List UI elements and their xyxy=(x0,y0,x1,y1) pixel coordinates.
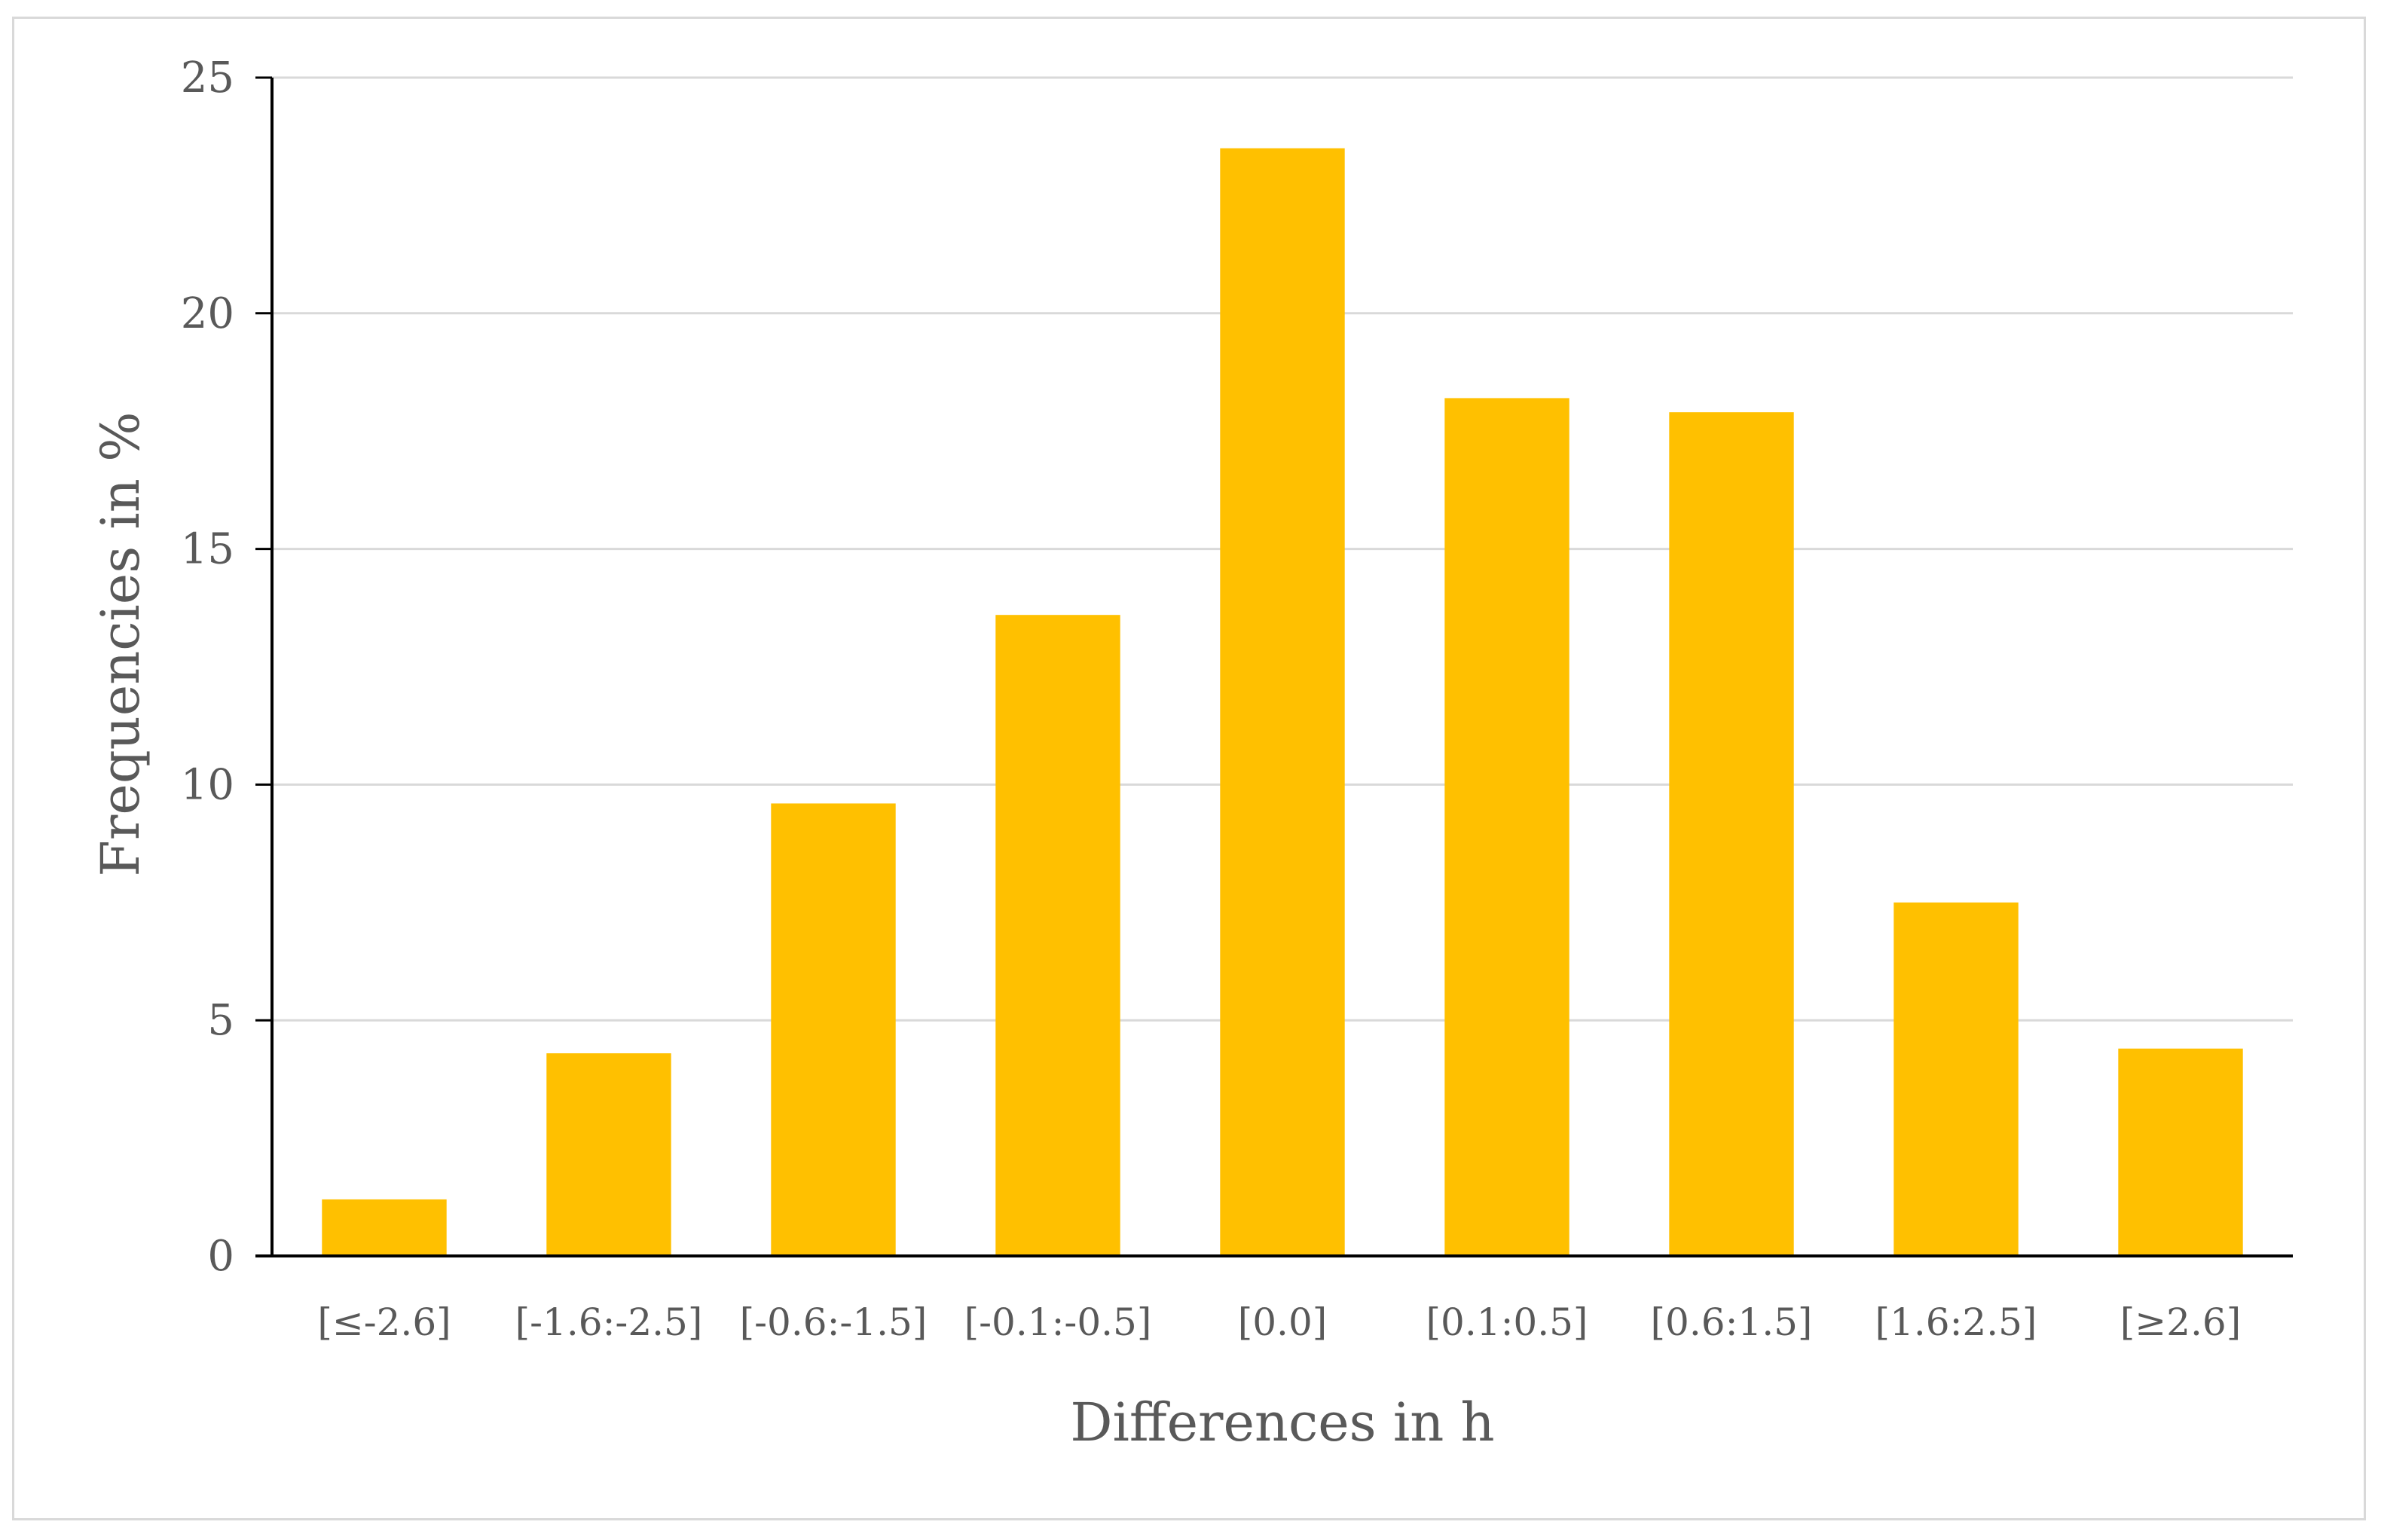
bar xyxy=(1220,148,1345,1257)
y-tick-label: 5 xyxy=(207,996,234,1045)
bar xyxy=(1669,412,1794,1256)
x-tick-label: [0.6:1.5] xyxy=(1651,1300,1813,1344)
bar xyxy=(771,803,896,1256)
x-tick-label: [0.1:0.5] xyxy=(1426,1300,1588,1344)
bar xyxy=(2118,1048,2243,1256)
y-tick-labels: 0 5 10 15 20 25 xyxy=(181,53,234,1281)
bar xyxy=(546,1053,671,1256)
y-tick-label: 25 xyxy=(181,53,234,102)
x-tick-label: [-0.1:-0.5] xyxy=(964,1300,1152,1344)
y-tick-label: 15 xyxy=(181,525,234,574)
bar-chart: 0 5 10 15 20 25 [≤-2.6] [-1.6:-2.5] [-0.6:-1.5]… xyxy=(90,53,2293,1453)
x-tick-label: [0.0] xyxy=(1238,1300,1328,1344)
x-tick-label: [≤-2.6] xyxy=(317,1300,451,1344)
x-tick-label: [1.6:2.5] xyxy=(1875,1300,2037,1344)
x-tick-labels: [≤-2.6] [-1.6:-2.5] [-0.6:-1.5] [-0.1:-0.5]… xyxy=(317,1300,2241,1344)
y-tick-label: 0 xyxy=(207,1232,234,1281)
y-axis-title: Frequencies in % xyxy=(90,411,151,876)
x-tick-label: [≥2.6] xyxy=(2120,1300,2241,1344)
bar xyxy=(995,615,1120,1256)
x-tick-label: [-0.6:-1.5] xyxy=(740,1300,928,1344)
bar xyxy=(1444,398,1570,1256)
bar xyxy=(322,1199,447,1256)
axes xyxy=(255,76,2293,1257)
y-tick-label: 20 xyxy=(181,289,234,338)
bar xyxy=(1893,902,2019,1256)
bars xyxy=(322,148,2243,1257)
y-tick-label: 10 xyxy=(181,760,234,809)
chart-frame: 0 5 10 15 20 25 [≤-2.6] [-1.6:-2.5] [-0.6:-1.5]… xyxy=(12,17,2366,1520)
x-tick-label: [-1.6:-2.5] xyxy=(515,1300,703,1344)
x-axis-title: Differences in h xyxy=(1070,1392,1494,1453)
